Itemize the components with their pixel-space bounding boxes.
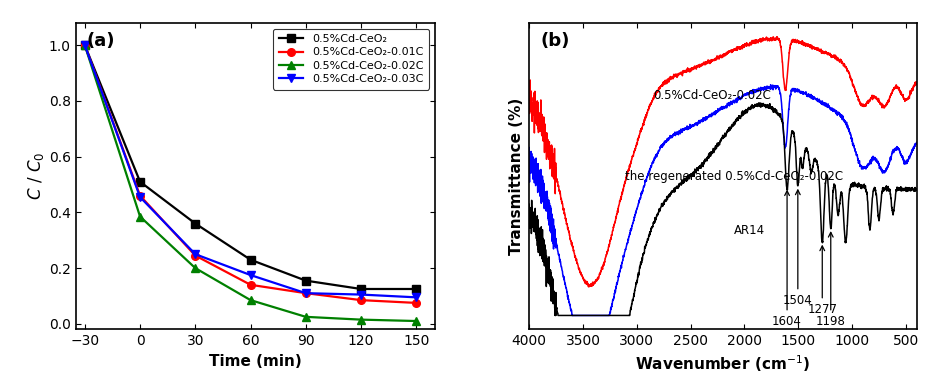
0.5%Cd-CeO₂-0.02C (411, 319, 422, 323)
0.5%Cd-CeO₂-0.02C (300, 314, 312, 319)
Text: (a): (a) (86, 32, 115, 50)
Line: 0.5%Cd-CeO₂-0.01C: 0.5%Cd-CeO₂-0.01C (81, 41, 420, 307)
Text: 1604: 1604 (771, 191, 801, 329)
0.5%Cd-CeO₂-0.01C (300, 291, 312, 295)
Text: 1198: 1198 (815, 232, 845, 329)
0.5%Cd-CeO₂-0.01C (134, 193, 145, 198)
0.5%Cd-CeO₂ (79, 43, 91, 47)
0.5%Cd-CeO₂ (411, 287, 422, 291)
0.5%Cd-CeO₂-0.01C (244, 283, 256, 287)
0.5%Cd-CeO₂ (244, 257, 256, 262)
Line: 0.5%Cd-CeO₂-0.02C: 0.5%Cd-CeO₂-0.02C (81, 41, 420, 325)
Line: 0.5%Cd-CeO₂: 0.5%Cd-CeO₂ (81, 41, 420, 293)
0.5%Cd-CeO₂-0.02C (355, 318, 366, 322)
0.5%Cd-CeO₂-0.03C (300, 291, 312, 295)
0.5%Cd-CeO₂-0.03C (79, 43, 91, 47)
0.5%Cd-CeO₂-0.03C (411, 295, 422, 300)
0.5%Cd-CeO₂ (190, 221, 201, 226)
Text: 1277: 1277 (806, 246, 836, 316)
0.5%Cd-CeO₂-0.02C (134, 214, 145, 219)
X-axis label: Wavenumber (cm$^{-1}$): Wavenumber (cm$^{-1}$) (634, 354, 810, 375)
Line: 0.5%Cd-CeO₂-0.03C: 0.5%Cd-CeO₂-0.03C (81, 41, 420, 301)
Text: 1504: 1504 (783, 190, 812, 308)
0.5%Cd-CeO₂-0.03C (134, 195, 145, 200)
X-axis label: Time (min): Time (min) (209, 354, 301, 369)
Text: 0.5%Cd-CeO₂-0.02C: 0.5%Cd-CeO₂-0.02C (652, 89, 770, 102)
Legend: 0.5%Cd-CeO₂, 0.5%Cd-CeO₂-0.01C, 0.5%Cd-CeO₂-0.02C, 0.5%Cd-CeO₂-0.03C: 0.5%Cd-CeO₂, 0.5%Cd-CeO₂-0.01C, 0.5%Cd-C… (273, 29, 429, 90)
0.5%Cd-CeO₂-0.01C (355, 298, 366, 303)
Text: AR14: AR14 (733, 224, 764, 237)
0.5%Cd-CeO₂-0.02C (190, 266, 201, 270)
0.5%Cd-CeO₂-0.01C (79, 43, 91, 47)
0.5%Cd-CeO₂ (134, 180, 145, 184)
0.5%Cd-CeO₂-0.03C (244, 273, 256, 277)
0.5%Cd-CeO₂-0.03C (355, 292, 366, 297)
0.5%Cd-CeO₂-0.02C (244, 298, 256, 303)
Text: (b): (b) (540, 32, 569, 50)
0.5%Cd-CeO₂-0.01C (190, 253, 201, 258)
Text: the regenerated 0.5%Cd-CeO₂-0.02C: the regenerated 0.5%Cd-CeO₂-0.02C (624, 170, 842, 183)
0.5%Cd-CeO₂-0.02C (79, 43, 91, 47)
Y-axis label: $C\ /\ C_0$: $C\ /\ C_0$ (25, 152, 46, 200)
0.5%Cd-CeO₂-0.01C (411, 301, 422, 305)
0.5%Cd-CeO₂ (300, 278, 312, 283)
0.5%Cd-CeO₂-0.03C (190, 252, 201, 257)
0.5%Cd-CeO₂ (355, 287, 366, 291)
Y-axis label: Transmittance (%): Transmittance (%) (508, 98, 523, 255)
